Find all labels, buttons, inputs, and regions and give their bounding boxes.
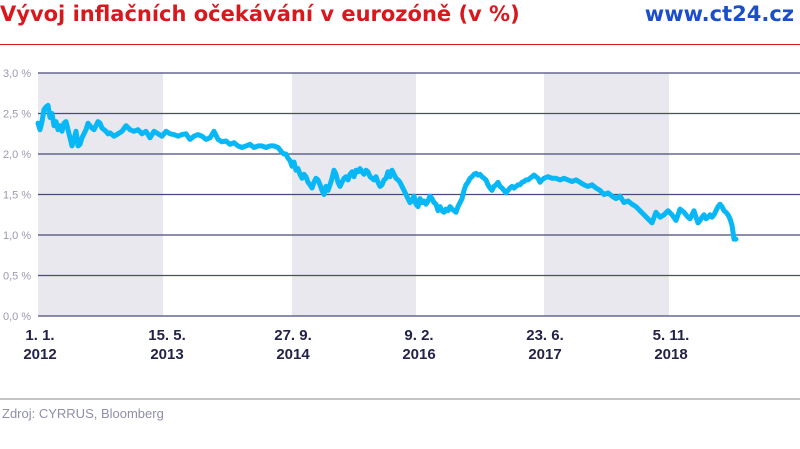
x-tick-date: 1. 1. — [25, 327, 54, 344]
y-tick-label: 1,0 % — [3, 230, 31, 242]
footer-divider — [0, 398, 800, 400]
x-tick-year: 2012 — [23, 346, 56, 363]
title-divider — [0, 44, 800, 45]
x-axis-ticks: 1. 1. 2012 15. 5. 2013 27. 9. 2014 9. 2. 2016 23… — [23, 327, 689, 363]
x-tick-year: 2013 — [150, 346, 183, 363]
chart-title: Vývoj inflačních očekávání v eurozóně (v… — [0, 2, 520, 26]
x-tick-date: 5. 11. — [653, 327, 690, 344]
x-tick-year: 2016 — [402, 346, 435, 363]
line-chart: 0,0 % 0,5 % 1,0 % 1,5 % 2,0 % 2,5 % 3,0 % 1. 1… — [3, 68, 800, 363]
y-tick-label: 0,5 % — [3, 271, 31, 283]
x-tick-date: 9. 2. — [404, 327, 433, 344]
x-tick-year: 2014 — [276, 346, 310, 363]
series-line — [35, 102, 739, 242]
y-tick-label: 3,0 % — [3, 68, 31, 80]
x-tick-year: 2017 — [528, 346, 561, 363]
y-tick-label: 0,0 % — [3, 311, 31, 323]
y-tick-label: 1,5 % — [3, 190, 31, 202]
y-tick-label: 2,5 % — [3, 109, 31, 121]
y-tick-label: 2,0 % — [3, 149, 31, 161]
x-tick-year: 2018 — [654, 346, 687, 363]
y-axis-ticks: 0,0 % 0,5 % 1,0 % 1,5 % 2,0 % 2,5 % 3,0 % — [3, 68, 31, 323]
brand-link[interactable]: www.ct24.cz — [644, 2, 794, 26]
x-tick-date: 15. 5. — [148, 327, 186, 344]
x-tick-date: 23. 6. — [526, 327, 564, 344]
gridlines — [38, 72, 800, 317]
x-tick-date: 27. 9. — [274, 327, 312, 344]
source-note: Zdroj: CYRRUS, Bloomberg — [2, 406, 164, 421]
